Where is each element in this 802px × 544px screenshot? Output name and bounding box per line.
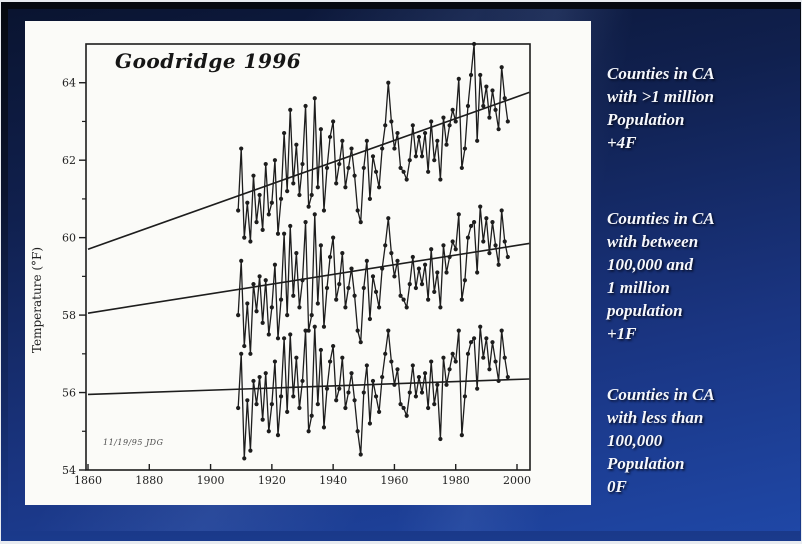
svg-text:2000: 2000 (503, 474, 531, 487)
svg-text:1980: 1980 (442, 474, 470, 487)
svg-text:56: 56 (62, 387, 76, 400)
svg-text:54: 54 (62, 464, 76, 477)
chart-figure: 1860 1880 1900 1920 1940 1960 1980 2000 54 56 58 60… (25, 21, 591, 505)
annotation-over-1-million: Counties in CA with >1 million Populatio… (607, 64, 715, 152)
temperature-trend-chart: 1860 1880 1900 1920 1940 1960 1980 2000 54 56 58 60… (62, 41, 531, 487)
annotation-100k-to-1-million: Counties in CA with between 100,000 and … (607, 209, 715, 343)
svg-text:1920: 1920 (258, 474, 286, 487)
annotation-under-100k: Counties in CA with less than 100,000 Po… (607, 385, 715, 496)
svg-text:64: 64 (62, 77, 76, 90)
svg-text:58: 58 (62, 309, 76, 322)
svg-text:62: 62 (62, 154, 76, 167)
svg-text:1860: 1860 (74, 474, 102, 487)
svg-text:1960: 1960 (380, 474, 408, 487)
chart-title: Goodridge 1996 (115, 49, 302, 73)
svg-text:60: 60 (62, 232, 76, 245)
svg-text:1940: 1940 (319, 474, 347, 487)
chart-date-stamp: 11/19/95 JDG (103, 438, 164, 447)
annotation-column: Counties in CA with >1 million Populatio… (607, 0, 797, 544)
svg-text:1900: 1900 (197, 474, 225, 487)
svg-text:1880: 1880 (135, 474, 163, 487)
y-axis-title: Temperature (°F) (30, 246, 44, 354)
